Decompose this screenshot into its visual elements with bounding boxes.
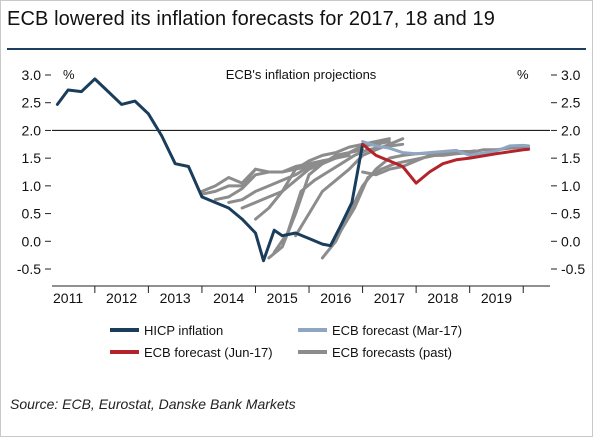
y-tick-label-left: 0.0 <box>22 233 42 249</box>
y-tick-label-right: 1.5 <box>561 150 581 166</box>
legend-label-mar17: ECB forecast (Mar-17) <box>332 323 462 338</box>
y-tick-label-left: 0.5 <box>22 206 42 222</box>
y-tick-label-left: 3.0 <box>22 67 42 83</box>
x-tick-label: 2012 <box>106 290 137 306</box>
past-forecast-line <box>361 145 531 177</box>
series-line-jun17 <box>361 142 531 185</box>
x-tick-label: 2014 <box>213 290 244 306</box>
y-tick-label-right: 0.5 <box>561 206 581 222</box>
series-line-mar17 <box>361 140 531 157</box>
x-tick-label: 2019 <box>481 290 512 306</box>
source-note: Source: ECB, Eurostat, Danske Bank Marke… <box>10 396 296 412</box>
page-title: ECB lowered its inflation forecasts for … <box>7 8 495 30</box>
x-tick-label: 2018 <box>427 290 458 306</box>
past-forecast-line <box>267 140 391 260</box>
series-line-hicp <box>55 77 365 263</box>
y-axis-unit-left: % <box>63 67 75 82</box>
x-tick-label: 2015 <box>267 290 298 306</box>
y-tick-label-right: 3.0 <box>561 67 581 83</box>
y-tick-label-left: 1.0 <box>22 178 42 194</box>
y-tick-label-left: -0.5 <box>17 261 41 277</box>
legend-label-hicp: HICP inflation <box>144 323 223 338</box>
legend-label-jun17: ECB forecast (Jun-17) <box>144 345 273 360</box>
past-forecast-line <box>272 142 405 254</box>
y-tick-label-right: 2.0 <box>561 122 581 138</box>
past-forecast-line <box>200 165 311 196</box>
y-tick-label-right: 2.5 <box>561 95 581 111</box>
y-tick-label-right: -0.5 <box>561 261 585 277</box>
y-axis-unit-right: % <box>517 67 529 82</box>
x-tick-label: 2013 <box>160 290 191 306</box>
x-tick-label: 2011 <box>53 290 83 306</box>
chart-title: ECB's inflation projections <box>226 67 377 82</box>
title-divider <box>7 48 586 50</box>
y-tick-label-right: 0.0 <box>561 233 581 249</box>
x-tick-label: 2017 <box>374 290 405 306</box>
y-tick-label-right: 1.0 <box>561 178 581 194</box>
past-forecast-line <box>240 148 365 210</box>
legend-label-past: ECB forecasts (past) <box>332 345 452 360</box>
y-tick-label-left: 2.0 <box>22 122 42 138</box>
y-tick-label-left: 2.5 <box>22 95 42 111</box>
x-tick-label: 2016 <box>320 290 351 306</box>
y-tick-label-left: 1.5 <box>22 150 42 166</box>
